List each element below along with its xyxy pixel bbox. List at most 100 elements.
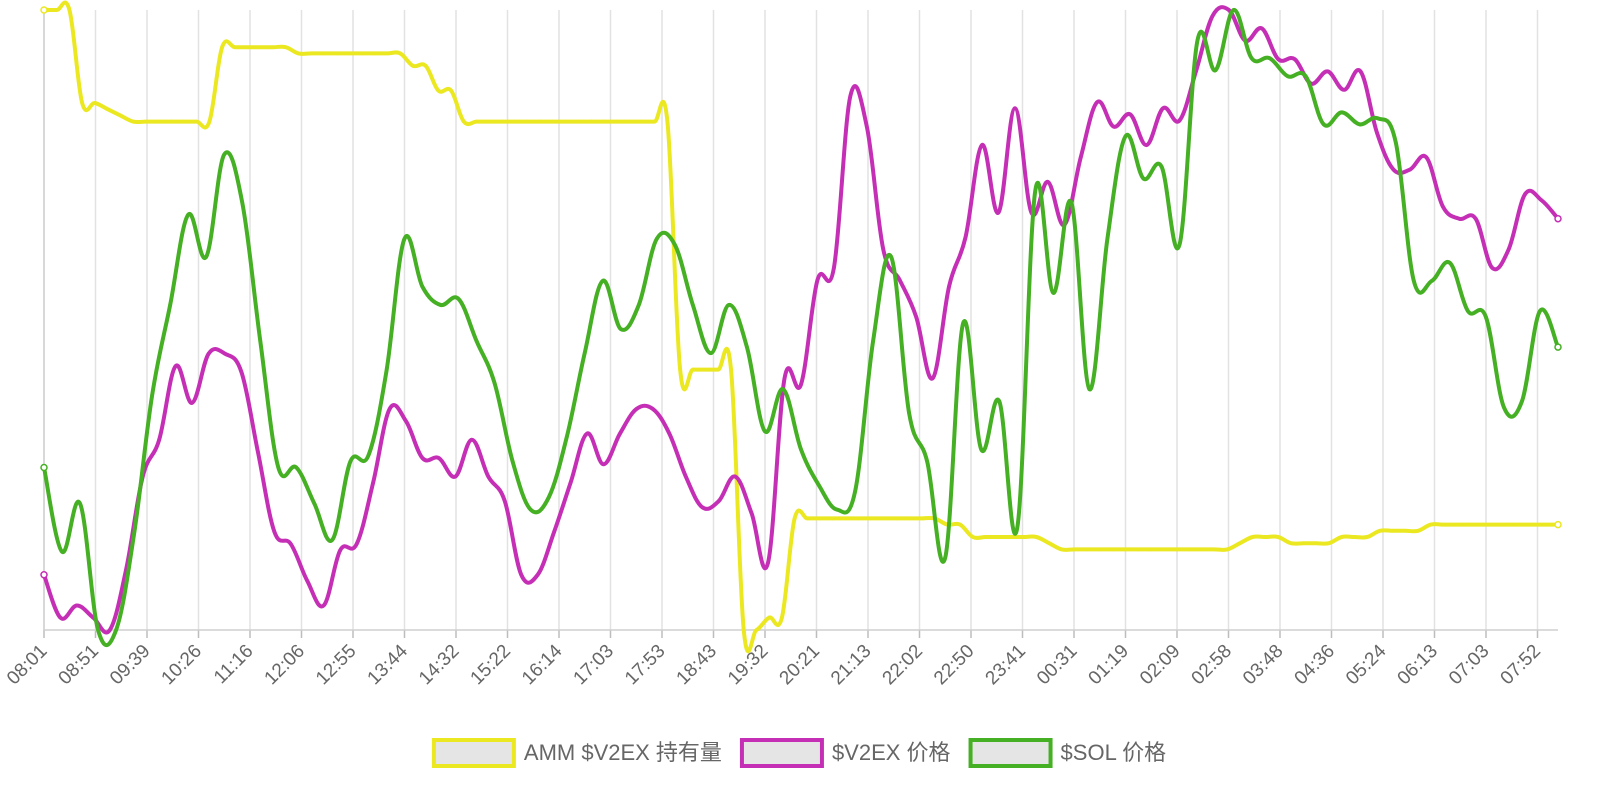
data-point: [114, 628, 118, 632]
data-point: [1408, 167, 1412, 172]
data-point: [256, 450, 260, 454]
legend-item-0[interactable]: AMM $V2EX 持有量: [431, 738, 722, 768]
data-point: [420, 285, 425, 289]
x-tick-label: 12:55: [312, 641, 360, 689]
data-point: [1212, 547, 1217, 552]
data-point: [1365, 535, 1370, 539]
data-point: [741, 628, 746, 632]
data-point: [1033, 188, 1038, 193]
data-point: [881, 247, 886, 252]
data-point: [691, 367, 695, 372]
x-tick-label: 07:03: [1445, 641, 1493, 689]
data-point: [168, 303, 173, 307]
data-point: [366, 453, 371, 458]
data-point: [636, 303, 641, 307]
data-point: [1352, 535, 1357, 539]
data-point: [853, 489, 857, 494]
data-point: [470, 437, 474, 442]
data-point: [651, 407, 655, 411]
data-point: [474, 339, 479, 343]
x-tick-label: 23:41: [982, 641, 1030, 689]
data-point: [817, 483, 821, 488]
data-point: [1490, 265, 1495, 270]
data-point: [330, 537, 335, 542]
data-point: [781, 387, 785, 392]
data-point: [402, 236, 407, 241]
data-point: [40, 571, 48, 579]
data-point: [169, 119, 174, 124]
data-point: [1441, 522, 1446, 527]
data-point: [1021, 535, 1026, 539]
data-point: [782, 376, 787, 381]
data-point: [1357, 122, 1362, 127]
data-point: [131, 119, 135, 124]
data-point: [1448, 260, 1452, 265]
data-point: [360, 51, 364, 56]
data-point: [1195, 38, 1200, 42]
data-point: [799, 447, 803, 452]
data-point: [245, 45, 250, 50]
data-point: [818, 516, 822, 521]
data-point: [1144, 143, 1149, 147]
data-point: [1110, 547, 1115, 552]
data-point: [80, 101, 85, 105]
x-tick-label: 04:36: [1291, 641, 1339, 689]
legend-item-2[interactable]: $SOL 价格: [968, 738, 1167, 768]
data-point: [1013, 106, 1017, 111]
legend-label: AMM $V2EX 持有量: [524, 740, 722, 765]
data-point: [96, 628, 100, 632]
data-point: [1506, 247, 1511, 252]
series-0: [40, 0, 1562, 654]
data-point: [40, 463, 48, 472]
data-point: [1159, 164, 1164, 169]
data-point: [1288, 541, 1293, 546]
data-point: [519, 572, 524, 577]
data-point: [1105, 236, 1110, 241]
data-point: [1161, 547, 1166, 552]
x-tick-label: 05:24: [1342, 640, 1391, 689]
x-tick-label: 08:51: [55, 641, 103, 689]
data-point: [1440, 204, 1445, 209]
data-point: [709, 351, 713, 355]
data-point: [1123, 547, 1128, 552]
data-point: [1267, 56, 1272, 61]
x-tick-label: 14:32: [415, 641, 463, 689]
data-point: [1339, 535, 1344, 539]
data-point: [716, 499, 721, 503]
data-point: [1259, 26, 1264, 31]
data-point: [1263, 535, 1268, 539]
data-point: [996, 535, 1001, 539]
x-tick-label: 21:13: [827, 641, 875, 689]
data-point: [864, 124, 869, 129]
x-tick-label: 22:02: [879, 641, 927, 689]
data-point: [716, 367, 721, 372]
legend-item-1[interactable]: $V2EX 价格: [739, 738, 951, 768]
data-point: [312, 501, 317, 506]
data-point: [848, 94, 853, 98]
data-point: [258, 45, 263, 50]
data-point: [1391, 167, 1396, 172]
data-point: [1505, 522, 1509, 527]
data-point: [1429, 279, 1434, 283]
data-point: [347, 51, 352, 56]
data-point: [1538, 309, 1542, 313]
data-point: [1285, 74, 1290, 79]
data-point: [627, 119, 632, 124]
x-tick-label: 16:14: [518, 640, 567, 689]
data-point: [118, 113, 123, 118]
data-point: [423, 63, 428, 68]
data-point: [348, 459, 353, 464]
x-tick-label: 09:39: [106, 641, 154, 689]
data-point: [220, 45, 224, 50]
x-tick-label: 17:03: [570, 641, 618, 689]
x-tick-label: 03:48: [1239, 641, 1287, 689]
data-point: [856, 516, 861, 521]
x-tick-label: 12:06: [261, 641, 309, 689]
data-point: [947, 284, 951, 289]
data-point: [1339, 110, 1344, 115]
data-point: [437, 456, 441, 460]
data-point: [436, 88, 441, 93]
data-point: [354, 542, 359, 546]
data-point: [881, 516, 886, 521]
data-point: [207, 119, 212, 124]
